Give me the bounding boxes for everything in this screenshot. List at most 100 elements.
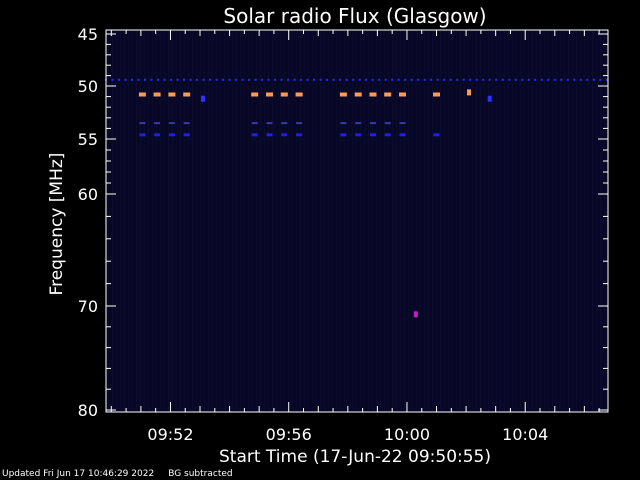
noise-stripe [176, 31, 177, 411]
signal-dash [168, 92, 176, 97]
noise-stripe [544, 31, 545, 411]
noise-stripe [464, 31, 465, 411]
signal-dash [534, 78, 537, 81]
noise-stripe [288, 31, 289, 411]
noise-stripe [336, 31, 337, 411]
signal-dash [354, 92, 362, 97]
signal-dash [168, 133, 175, 137]
y-tick-label: 50 [78, 77, 98, 96]
noise-stripe [300, 31, 301, 411]
signal-dash [306, 78, 309, 81]
noise-stripe [164, 31, 165, 411]
noise-stripe [456, 31, 457, 411]
chart-title: Solar radio Flux (Glasgow) [223, 4, 486, 28]
noise-stripe [412, 31, 413, 411]
noise-stripe [292, 31, 293, 411]
signal-dash [566, 78, 569, 81]
noise-stripe [316, 31, 317, 411]
noise-stripe [344, 31, 345, 411]
noise-stripe [312, 31, 313, 411]
signal-dash [300, 78, 303, 81]
x-tick-label: 09:52 [147, 425, 193, 444]
noise-stripe [256, 31, 257, 411]
noise-stripe [268, 31, 269, 411]
signal-dash [202, 78, 205, 81]
signal-dash [235, 78, 238, 81]
noise-stripe [500, 31, 501, 411]
signal-dash [154, 133, 161, 137]
signal-dash [222, 78, 225, 81]
noise-stripe [380, 31, 381, 411]
noise-stripe [116, 31, 117, 411]
noise-stripe [360, 31, 361, 411]
noise-stripe [460, 31, 461, 411]
noise-stripe [284, 31, 285, 411]
signal-spot [413, 311, 418, 318]
noise-stripe [520, 31, 521, 411]
signal-dash [196, 78, 199, 81]
signal-dash [287, 78, 290, 81]
noise-stripe [408, 31, 409, 411]
signal-dash [248, 78, 251, 81]
signal-dash [430, 78, 433, 81]
signal-dash [514, 78, 517, 81]
signal-dash [189, 78, 192, 81]
signal-dash [293, 78, 296, 81]
signal-dash [391, 78, 394, 81]
signal-dash [410, 78, 413, 81]
noise-stripe [440, 31, 441, 411]
signal-dash [157, 78, 159, 81]
noise-stripe [560, 31, 561, 411]
signal-dash [553, 78, 556, 81]
noise-stripe [576, 31, 577, 411]
noise-stripe [352, 31, 353, 411]
noise-stripe [432, 31, 433, 411]
noise-stripe [384, 31, 385, 411]
noise-stripe [248, 31, 249, 411]
noise-stripe [276, 31, 277, 411]
signal-dash [267, 78, 270, 81]
noise-stripe [600, 31, 601, 411]
noise-stripe [296, 31, 297, 411]
signal-layer [105, 78, 608, 318]
signal-dash [137, 78, 140, 81]
noise-stripe [452, 31, 453, 411]
noise-stripe [580, 31, 581, 411]
signal-dash [183, 122, 190, 125]
signal-dash [560, 78, 563, 81]
signal-dash [540, 78, 543, 81]
signal-dash [183, 92, 191, 97]
signal-dash [399, 92, 406, 97]
noise-stripe [264, 31, 265, 411]
signal-dash [118, 78, 120, 81]
noise-stripe [148, 31, 149, 411]
signal-dash [436, 78, 439, 81]
signal-dash [339, 92, 347, 97]
signal-dash [266, 122, 273, 125]
signal-dash [144, 78, 146, 81]
signal-dash [579, 78, 582, 81]
signal-dash [251, 92, 259, 97]
signal-dash [586, 78, 589, 81]
signal-dash [339, 78, 342, 81]
noise-stripe [400, 31, 401, 411]
noise-stripe [196, 31, 197, 411]
noise-stripe [540, 31, 541, 411]
y-tick-label: 60 [78, 185, 98, 204]
signal-dash [378, 78, 381, 81]
noise-stripe [504, 31, 505, 411]
signal-dash [124, 78, 127, 81]
signal-dash [281, 133, 288, 137]
noise-stripe [532, 31, 533, 411]
signal-dash [527, 78, 530, 81]
noise-stripe [436, 31, 437, 411]
signal-dash [153, 92, 161, 97]
noise-stripe [596, 31, 597, 411]
noise-stripe [136, 31, 137, 411]
axes-layer: 45 50 55 60 70 80 09:52 09:56 10:00 10:04 [78, 25, 609, 444]
signal-dash [433, 133, 440, 137]
signal-dash [358, 78, 361, 81]
signal-dash [371, 78, 374, 81]
signal-dash [462, 78, 465, 81]
noise-stripe [212, 31, 213, 411]
